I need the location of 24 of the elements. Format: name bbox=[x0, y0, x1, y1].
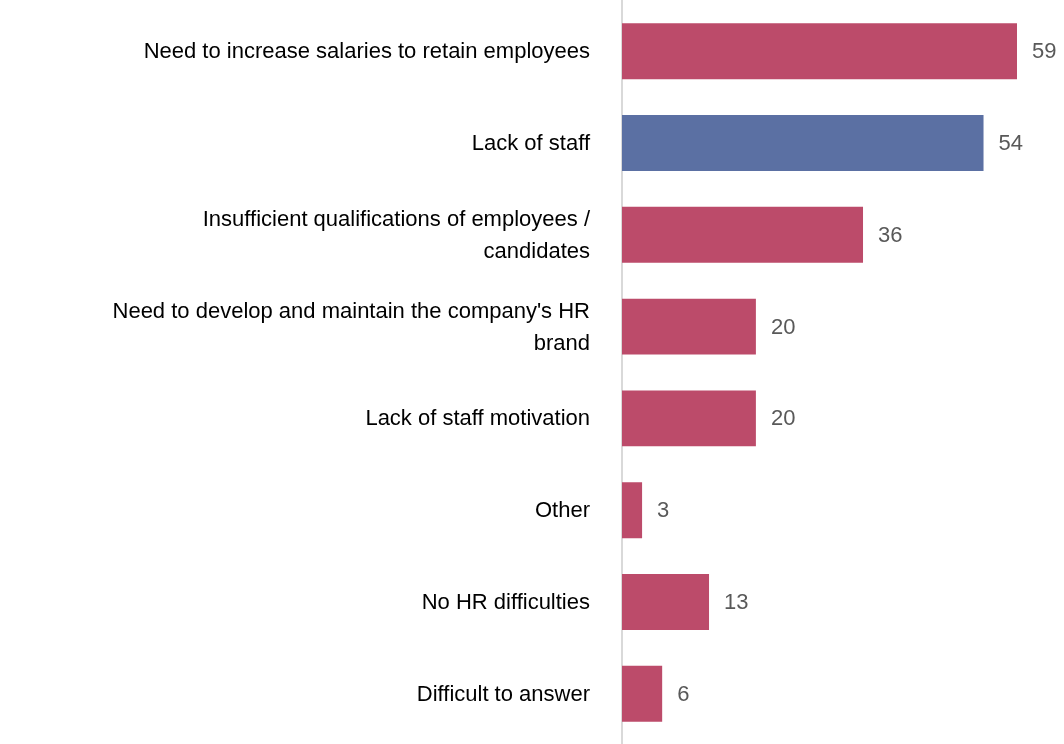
y-tick-label: Other bbox=[534, 497, 590, 523]
bar bbox=[622, 206, 864, 263]
bar bbox=[622, 298, 756, 355]
data-label: 20 bbox=[770, 313, 796, 339]
bar bbox=[622, 482, 643, 539]
y-tick-label: Need to develop and maintain the company's HR brand bbox=[112, 297, 590, 355]
bar bbox=[622, 665, 663, 722]
data-label: 59 bbox=[1032, 38, 1057, 64]
y-tick-label: Need to increase salaries to retain employees bbox=[143, 38, 590, 64]
data-label: 20 bbox=[770, 405, 796, 431]
bar bbox=[622, 115, 984, 172]
data-label: 3 bbox=[657, 497, 670, 523]
data-label: 13 bbox=[724, 588, 749, 614]
y-tick-label: No HR difficulties bbox=[421, 588, 590, 614]
y-tick-label: Insufficient qualifications of employees / candidates bbox=[202, 205, 591, 263]
data-label: 36 bbox=[878, 221, 903, 247]
bar bbox=[622, 390, 756, 447]
bar bbox=[622, 573, 710, 630]
y-tick-label: Lack of staff bbox=[471, 130, 591, 156]
y-tick-label: Lack of staff motivation bbox=[365, 405, 590, 431]
y-tick-label: Difficult to answer bbox=[416, 680, 590, 706]
data-label: 54 bbox=[998, 130, 1024, 156]
bar bbox=[622, 23, 1017, 80]
data-label: 6 bbox=[677, 680, 690, 706]
